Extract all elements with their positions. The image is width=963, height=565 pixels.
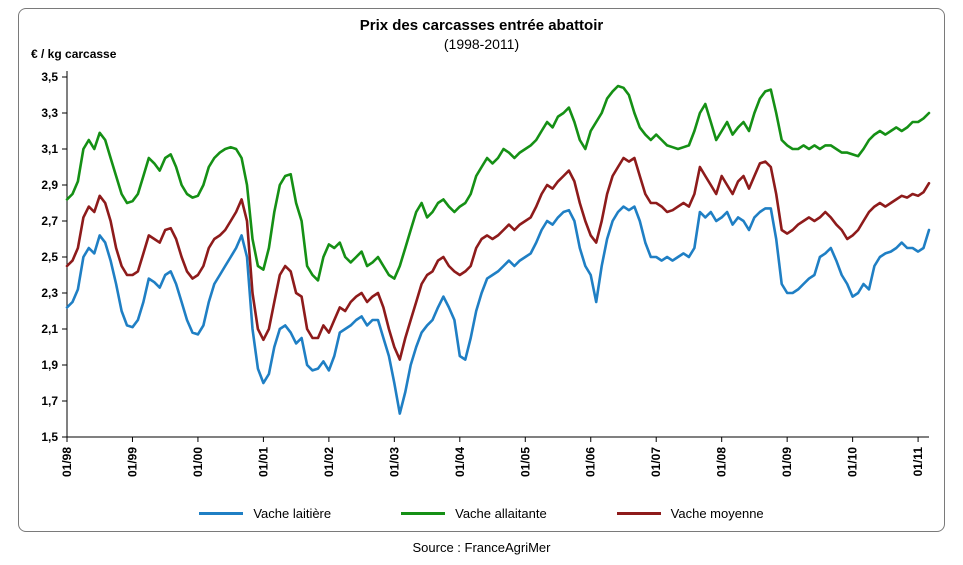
legend-line-vache-moyenne: [616, 512, 661, 515]
x-tick-label: 01/01: [256, 447, 270, 477]
legend-line-vache-allaitante: [401, 512, 446, 515]
x-tick-label: 01/07: [649, 447, 663, 477]
legend: Vache laitière Vache allaitante Vache mo…: [19, 506, 944, 521]
x-tick-label: 01/05: [518, 447, 532, 477]
legend-label-vache-laitiere: Vache laitière: [253, 506, 332, 521]
source-caption: Source : FranceAgriMer: [412, 540, 551, 555]
y-tick-label: 1,9: [41, 358, 58, 372]
series-line-vache-moyenne: [65, 156, 931, 361]
line-chart: 1,5 1,7 1,9 2,1 2,3 2,5 2,7 2,9 3,1 3,3 3,5 01/98 01…: [41, 70, 931, 477]
x-tick-label: 01/02: [322, 447, 336, 477]
y-tick-label: 3,1: [41, 142, 58, 156]
y-axis-unit-label: € / kg carcasse: [31, 47, 117, 61]
x-tick-label: 01/04: [453, 447, 467, 477]
y-tick-label: 2,7: [41, 214, 58, 228]
x-tick-label: 01/06: [584, 447, 598, 477]
y-tick-label: 1,7: [41, 394, 58, 408]
series-line-vache-laitiere: [65, 205, 931, 415]
y-tick-label: 2,1: [41, 322, 58, 336]
y-tick-label: 1,5: [41, 430, 58, 444]
x-tick-label: 01/08: [715, 447, 729, 477]
chart-subtitle: (1998-2011): [443, 35, 520, 52]
x-tick-label: 01/00: [191, 447, 205, 477]
legend-item-vache-moyenne: Vache moyenne: [616, 506, 764, 521]
x-tick-label: 01/10: [846, 447, 860, 477]
legend-label-vache-allaitante: Vache allaitante: [455, 506, 547, 521]
legend-item-vache-laitiere: Vache laitière: [199, 506, 331, 521]
chart-titles: Prix des carcasses entrée abattoir (1998…: [19, 17, 944, 53]
y-tick-label: 3,5: [41, 70, 58, 84]
y-tick-label: 2,3: [41, 286, 58, 300]
x-tick-label: 01/03: [387, 447, 401, 477]
legend-line-vache-laitiere: [199, 512, 244, 515]
chart-frame: Prix des carcasses entrée abattoir (1998…: [18, 8, 945, 532]
x-tick-label: 01/98: [60, 447, 74, 477]
chart-title: Prix des carcasses entrée abattoir: [359, 17, 604, 34]
x-tick-label: 01/09: [780, 447, 794, 477]
y-tick-label: 2,5: [41, 250, 58, 264]
legend-label-vache-moyenne: Vache moyenne: [670, 506, 764, 521]
x-tick-label: 01/11: [911, 447, 925, 477]
y-tick-label: 3,3: [41, 106, 58, 120]
series-line-vache-allaitante: [65, 84, 931, 282]
y-tick-label: 2,9: [41, 178, 58, 192]
x-tick-label: 01/99: [125, 447, 139, 477]
legend-item-vache-allaitante: Vache allaitante: [401, 506, 547, 521]
